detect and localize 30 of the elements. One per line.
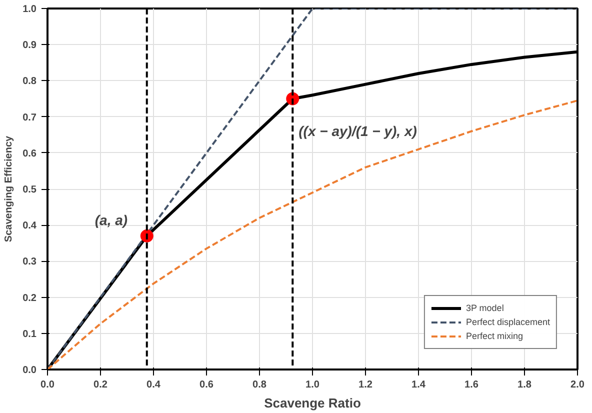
y-axis-title: Scavenging Efficiency [4, 135, 15, 242]
x-axis-title: Scavenge Ratio [264, 396, 361, 410]
x-tick-label: 0.4 [146, 380, 161, 390]
y-tick-label: 0.5 [22, 184, 37, 196]
x-tick-label: 0.6 [200, 380, 214, 390]
legend-label: Perfect displacement [466, 317, 550, 327]
y-tick-label: 0.4 [22, 220, 37, 232]
x-tick-label: 0.8 [252, 380, 267, 390]
x-tick-label: 1.8 [518, 380, 532, 390]
legend-label: Perfect mixing [466, 331, 523, 341]
x-tick-label: 2.0 [570, 380, 585, 390]
y-tick-label: 0.7 [22, 112, 37, 124]
line-series [48, 100, 578, 370]
y-tick-label: 1.0 [22, 4, 37, 15]
y-tick-label: 0.3 [22, 256, 37, 268]
annotation: ((x − ay)/(1 − y), x) [298, 122, 418, 139]
y-tick-label: 0.9 [22, 40, 37, 52]
x-tick-label: 0.0 [40, 380, 55, 390]
y-tick-label: 0.6 [22, 148, 37, 160]
annotation: (a, a) [94, 212, 128, 228]
y-tick-label: 0.0 [22, 365, 37, 376]
y-tick-label: 0.2 [22, 292, 37, 304]
x-tick-label: 1.0 [306, 380, 320, 390]
x-tick-label: 1.2 [358, 380, 373, 390]
y-tick-label: 0.8 [22, 76, 37, 88]
legend-label: 3P model [466, 303, 504, 313]
x-tick-label: 0.2 [94, 380, 108, 390]
x-tick-label: 1.4 [412, 380, 426, 390]
x-tick-label: 1.6 [464, 380, 479, 390]
y-tick-label: 0.1 [22, 328, 37, 340]
